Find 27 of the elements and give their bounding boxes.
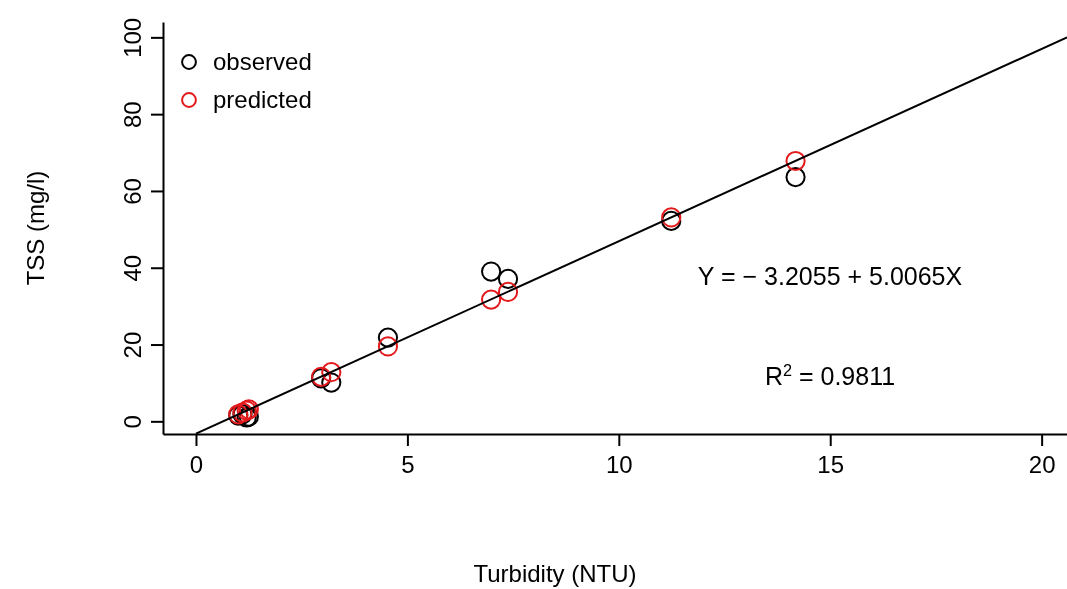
y-tick-label: 40 xyxy=(119,254,147,282)
y-tick-label: 20 xyxy=(119,331,147,359)
point xyxy=(377,327,399,348)
x-tick-label: 0 xyxy=(189,451,204,479)
point xyxy=(321,362,342,383)
annotation: Y = − 3.2055 + 5.0065X xyxy=(697,262,963,290)
point xyxy=(785,167,806,188)
annotation: R$^{2}$ = 0.9811 xyxy=(764,361,896,390)
y-axis-title: TSS (mg/l) xyxy=(22,170,49,286)
x-axis-title: Turbidity (NTU) xyxy=(473,560,637,587)
y-tick-label: 100 xyxy=(119,17,147,58)
x-tick-label: 20 xyxy=(1028,451,1056,479)
point xyxy=(321,372,342,393)
point xyxy=(497,281,519,303)
x-tick-label: 5 xyxy=(401,451,415,479)
point xyxy=(377,336,399,357)
legend-label: predicted xyxy=(213,86,312,114)
point xyxy=(481,261,502,282)
x-tick-label: 15 xyxy=(817,451,845,479)
x-tick-label: 10 xyxy=(605,451,633,479)
point xyxy=(497,268,519,289)
point xyxy=(481,289,502,310)
legend-label: observed xyxy=(213,48,312,76)
y-tick-label: 60 xyxy=(119,178,147,205)
y-tick-label: 80 xyxy=(119,101,147,128)
point xyxy=(785,150,806,172)
y-tick-label: 0 xyxy=(119,415,147,429)
